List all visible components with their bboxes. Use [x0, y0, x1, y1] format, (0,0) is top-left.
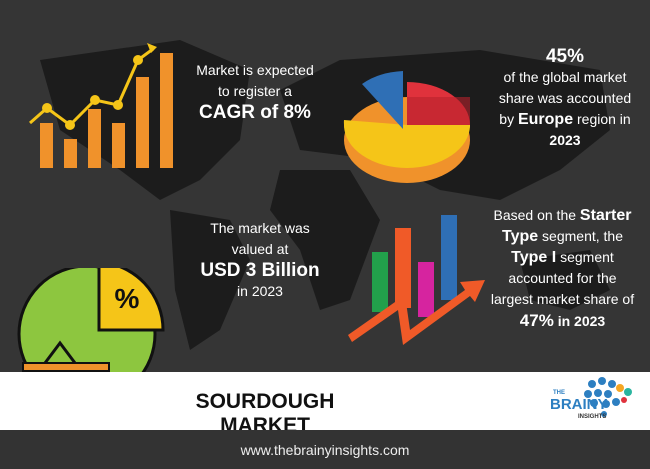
brainy-insights-logo: THE BRAINY INSIGHTS	[550, 376, 645, 428]
segment-share: 47%	[519, 311, 554, 330]
logo-insights: INSIGHTS	[578, 414, 607, 420]
value-highlight: USD 3 Billion	[200, 260, 320, 281]
title-band	[0, 372, 650, 430]
segment-year: in 2023	[557, 313, 606, 329]
world-map-icon	[40, 40, 610, 350]
logo-brainy: BRAINY	[550, 396, 608, 413]
segment-p1: Based on the	[493, 207, 577, 223]
website-link[interactable]: www.thebrainyinsights.com	[240, 442, 410, 458]
segment-bar-arrow-icon	[348, 215, 485, 345]
value-line1: The market was	[210, 220, 310, 236]
logo-dots-icon	[584, 377, 632, 417]
footer-bar	[0, 430, 650, 469]
value-text: The market was valued at USD 3 Billion i…	[185, 218, 335, 302]
europe-year: 2023	[549, 132, 581, 148]
cagr-text: Market is expected to register a CAGR of…	[180, 60, 330, 123]
infographic-canvas: Market is expected to register a CAGR of…	[17, 40, 645, 409]
growth-bar-chart-icon	[29, 43, 173, 168]
segment-line3: accounted for the	[508, 270, 617, 286]
europe-region: Europe	[517, 111, 574, 128]
segment-line4: largest market share of	[490, 291, 635, 307]
cagr-line2: to register a	[218, 83, 292, 99]
segment-starter: Starter	[579, 207, 632, 224]
segment-p3: segment	[560, 249, 614, 265]
europe-percent: 45%	[545, 46, 585, 67]
europe-text: 45% of the global market share was accou…	[485, 46, 645, 151]
percent-symbol: %	[115, 283, 140, 314]
3d-pie-chart-icon	[343, 71, 470, 183]
segment-type-i: Type I	[511, 249, 557, 266]
cagr-highlight: CAGR of 8%	[199, 102, 311, 123]
cagr-line1: Market is expected	[196, 62, 314, 78]
europe-line1: of the global market	[503, 69, 627, 85]
europe-line2: share was accounted	[498, 90, 632, 106]
segment-type: Type	[502, 228, 539, 245]
segment-text: Based on the Starter Type segment, the T…	[480, 205, 645, 332]
segment-p2: segment, the	[542, 228, 623, 244]
europe-line3: region in	[577, 111, 631, 127]
value-line2: valued at	[231, 241, 289, 257]
logo-the: THE	[553, 390, 565, 396]
value-line3: in 2023	[237, 283, 283, 299]
europe-by: by	[499, 111, 515, 127]
